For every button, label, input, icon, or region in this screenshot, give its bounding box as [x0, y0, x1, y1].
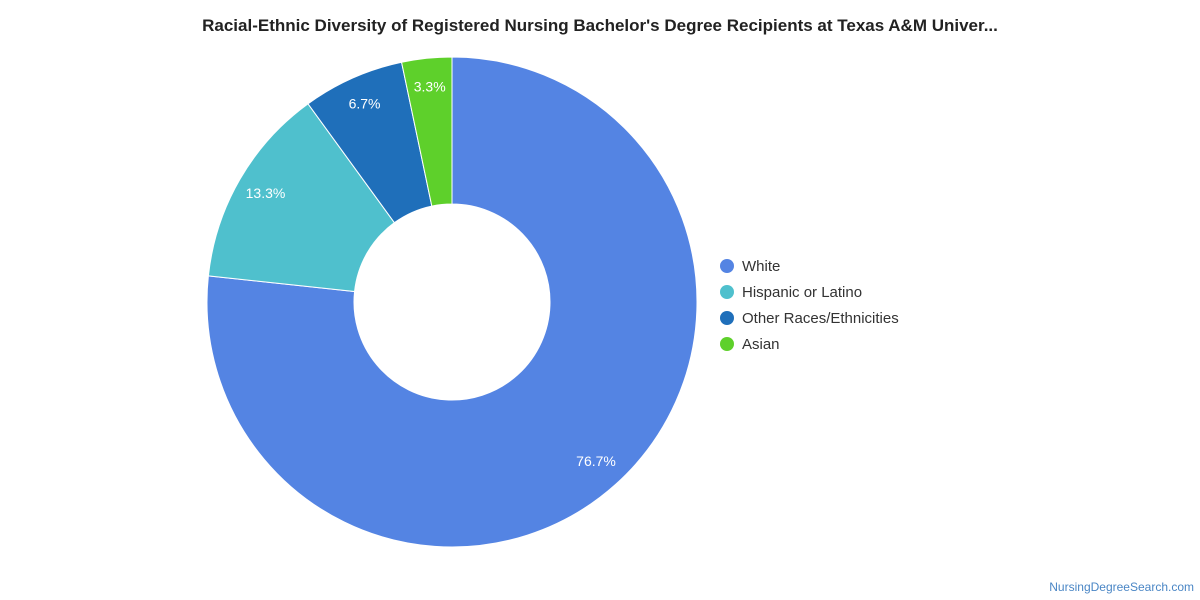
source-credit-link[interactable]: NursingDegreeSearch.com	[1049, 580, 1194, 594]
legend-swatch-other-races	[720, 311, 734, 325]
legend-swatch-hispanic-or-latino	[720, 285, 734, 299]
legend-item-white[interactable]: White	[720, 253, 899, 279]
legend-label-other-races: Other Races/Ethnicities	[742, 309, 899, 327]
legend-item-asian[interactable]: Asian	[720, 331, 899, 357]
slice-label-other-races: 6.7%	[349, 96, 381, 112]
legend-label-hispanic-or-latino: Hispanic or Latino	[742, 283, 863, 301]
donut-slice-asian[interactable]	[400, 56, 453, 207]
legend-swatch-white	[720, 259, 734, 273]
legend-swatch-asian	[720, 337, 734, 351]
legend-label-asian: Asian	[742, 335, 780, 353]
chart-title: Racial-Ethnic Diversity of Registered Nu…	[202, 16, 998, 35]
donut-slice-hispanic-or-latino[interactable]	[207, 103, 396, 293]
chart-legend: White Hispanic or Latino Other Races/Eth…	[720, 253, 899, 357]
legend-item-other-races[interactable]: Other Races/Ethnicities	[720, 305, 899, 331]
slice-label-asian: 3.3%	[414, 78, 446, 94]
slice-label-hispanic-or-latino: 13.3%	[246, 185, 286, 201]
legend-item-hispanic-or-latino[interactable]: Hispanic or Latino	[720, 279, 899, 305]
legend-label-white: White	[742, 257, 781, 275]
donut-slice-white[interactable]	[206, 56, 698, 548]
slice-label-white: 76.7%	[576, 453, 616, 469]
